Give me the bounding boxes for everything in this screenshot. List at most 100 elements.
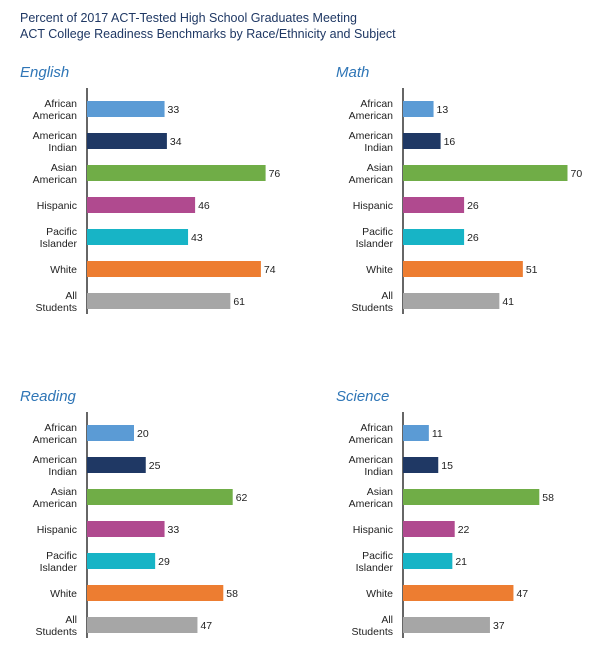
english-value-white: 74	[264, 264, 276, 276]
reading-label-african-american-line1: African	[44, 422, 77, 434]
english-label-hispanic: Hispanic	[37, 200, 77, 212]
science-label-all-students-line2: Students	[352, 626, 393, 638]
math-label-hispanic-line1: Hispanic	[353, 200, 393, 212]
reading-label-african-american: African American	[33, 422, 78, 446]
math-label-pacific-islander: Pacific Islander	[356, 226, 394, 250]
reading-label-asian-american: Asian American	[33, 486, 78, 510]
science-bar-asian-american	[403, 489, 540, 505]
english-label-pacific-islander-line1: Pacific	[46, 226, 77, 238]
science-label-american-indian-line2: Indian	[364, 466, 393, 478]
figure-title-line2: ACT College Readiness Benchmarks by Race…	[20, 27, 396, 41]
science-label-pacific-islander: Pacific Islander	[356, 550, 394, 574]
reading-label-african-american-line2: American	[33, 434, 78, 446]
math-label-hispanic: Hispanic	[353, 200, 393, 212]
reading-label-all-students-line2: Students	[36, 626, 77, 638]
english-label-african-american-line2: American	[33, 110, 78, 122]
english-value-asian-american: 76	[269, 168, 281, 180]
math-value-asian-american: 70	[571, 168, 583, 180]
english-label-all-students-line1: All	[65, 290, 77, 302]
figure-title: Percent of 2017 ACT-Tested High School G…	[20, 10, 580, 42]
math-label-african-american: African American	[349, 98, 394, 122]
reading-label-all-students-line1: All	[65, 614, 77, 626]
english-label-american-indian-line1: American	[33, 130, 78, 142]
english-label-white-line1: White	[50, 264, 77, 276]
math-bar-asian-american	[403, 165, 568, 181]
math-label-all-students: All Students	[352, 290, 393, 314]
english-chart-panel: English African American 33 American Indian 3…	[20, 64, 310, 324]
science-chart-title: Science	[336, 388, 390, 405]
math-value-pacific-islander: 26	[467, 232, 479, 244]
math-value-white: 51	[526, 264, 538, 276]
math-chart-panel: Math African American 13 American Indian 16 As…	[336, 64, 600, 324]
english-label-pacific-islander: Pacific Islander	[40, 226, 78, 250]
reading-label-asian-american-line1: Asian	[51, 486, 77, 498]
science-label-all-students-line1: All	[381, 614, 393, 626]
science-label-pacific-islander-line2: Islander	[356, 562, 394, 574]
science-label-asian-american: Asian American	[349, 486, 394, 510]
science-bar-pacific-islander	[403, 553, 453, 569]
math-label-white: White	[366, 264, 393, 276]
reading-value-white: 58	[226, 588, 238, 600]
figure-title-line1: Percent of 2017 ACT-Tested High School G…	[20, 11, 357, 25]
english-label-african-american: African American	[33, 98, 78, 122]
math-label-asian-american-line2: American	[349, 174, 394, 186]
english-bar-pacific-islander	[87, 229, 189, 245]
math-label-pacific-islander-line2: Islander	[356, 238, 394, 250]
science-label-african-american-line1: African	[360, 422, 393, 434]
math-label-american-indian: American Indian	[349, 130, 394, 154]
math-label-all-students-line2: Students	[352, 302, 393, 314]
reading-label-american-indian: American Indian	[33, 454, 78, 478]
science-label-american-indian: American Indian	[349, 454, 394, 478]
reading-label-pacific-islander: Pacific Islander	[40, 550, 78, 574]
reading-bar-all-students	[87, 617, 198, 633]
english-value-all-students: 61	[233, 296, 245, 308]
science-label-all-students: All Students	[352, 614, 393, 638]
reading-label-white-line1: White	[50, 588, 77, 600]
reading-label-american-indian-line1: American	[33, 454, 78, 466]
science-label-pacific-islander-line1: Pacific	[362, 550, 393, 562]
science-bar-all-students	[403, 617, 490, 633]
reading-bar-african-american	[87, 425, 134, 441]
math-label-american-indian-line2: Indian	[364, 142, 393, 154]
english-label-all-students: All Students	[36, 290, 77, 314]
science-bar-african-american	[403, 425, 429, 441]
reading-value-hispanic: 33	[168, 524, 180, 536]
english-chart-title: English	[20, 64, 70, 81]
reading-value-american-indian: 25	[149, 460, 161, 472]
reading-bar-american-indian	[87, 457, 146, 473]
reading-label-american-indian-line2: Indian	[48, 466, 77, 478]
math-value-all-students: 41	[502, 296, 514, 308]
reading-value-african-american: 20	[137, 428, 149, 440]
english-label-african-american-line1: African	[44, 98, 77, 110]
english-label-asian-american-line2: American	[33, 174, 78, 186]
reading-label-all-students: All Students	[36, 614, 77, 638]
science-value-pacific-islander: 21	[455, 556, 467, 568]
reading-bar-asian-american	[87, 489, 233, 505]
science-bar-white	[403, 585, 514, 601]
science-value-african-american: 11	[432, 428, 443, 440]
math-label-asian-american: Asian American	[349, 162, 394, 186]
english-value-hispanic: 46	[198, 200, 210, 212]
math-chart-title: Math	[336, 64, 370, 81]
math-label-white-line1: White	[366, 264, 393, 276]
english-label-all-students-line2: Students	[36, 302, 77, 314]
english-value-pacific-islander: 43	[191, 232, 203, 244]
math-bar-hispanic	[403, 197, 465, 213]
english-label-american-indian: American Indian	[33, 130, 78, 154]
reading-value-pacific-islander: 29	[158, 556, 170, 568]
science-value-american-indian: 15	[441, 460, 453, 472]
science-label-hispanic-line1: Hispanic	[353, 524, 393, 536]
english-label-hispanic-line1: Hispanic	[37, 200, 77, 212]
math-bar-pacific-islander	[403, 229, 465, 245]
math-label-all-students-line1: All	[381, 290, 393, 302]
english-bar-all-students	[87, 293, 231, 309]
science-value-white: 47	[516, 588, 528, 600]
math-bar-white	[403, 261, 523, 277]
math-label-pacific-islander-line1: Pacific	[362, 226, 393, 238]
math-bar-american-indian	[403, 133, 441, 149]
english-bar-hispanic	[87, 197, 196, 213]
science-value-asian-american: 58	[542, 492, 554, 504]
reading-label-hispanic-line1: Hispanic	[37, 524, 77, 536]
math-value-hispanic: 26	[467, 200, 479, 212]
